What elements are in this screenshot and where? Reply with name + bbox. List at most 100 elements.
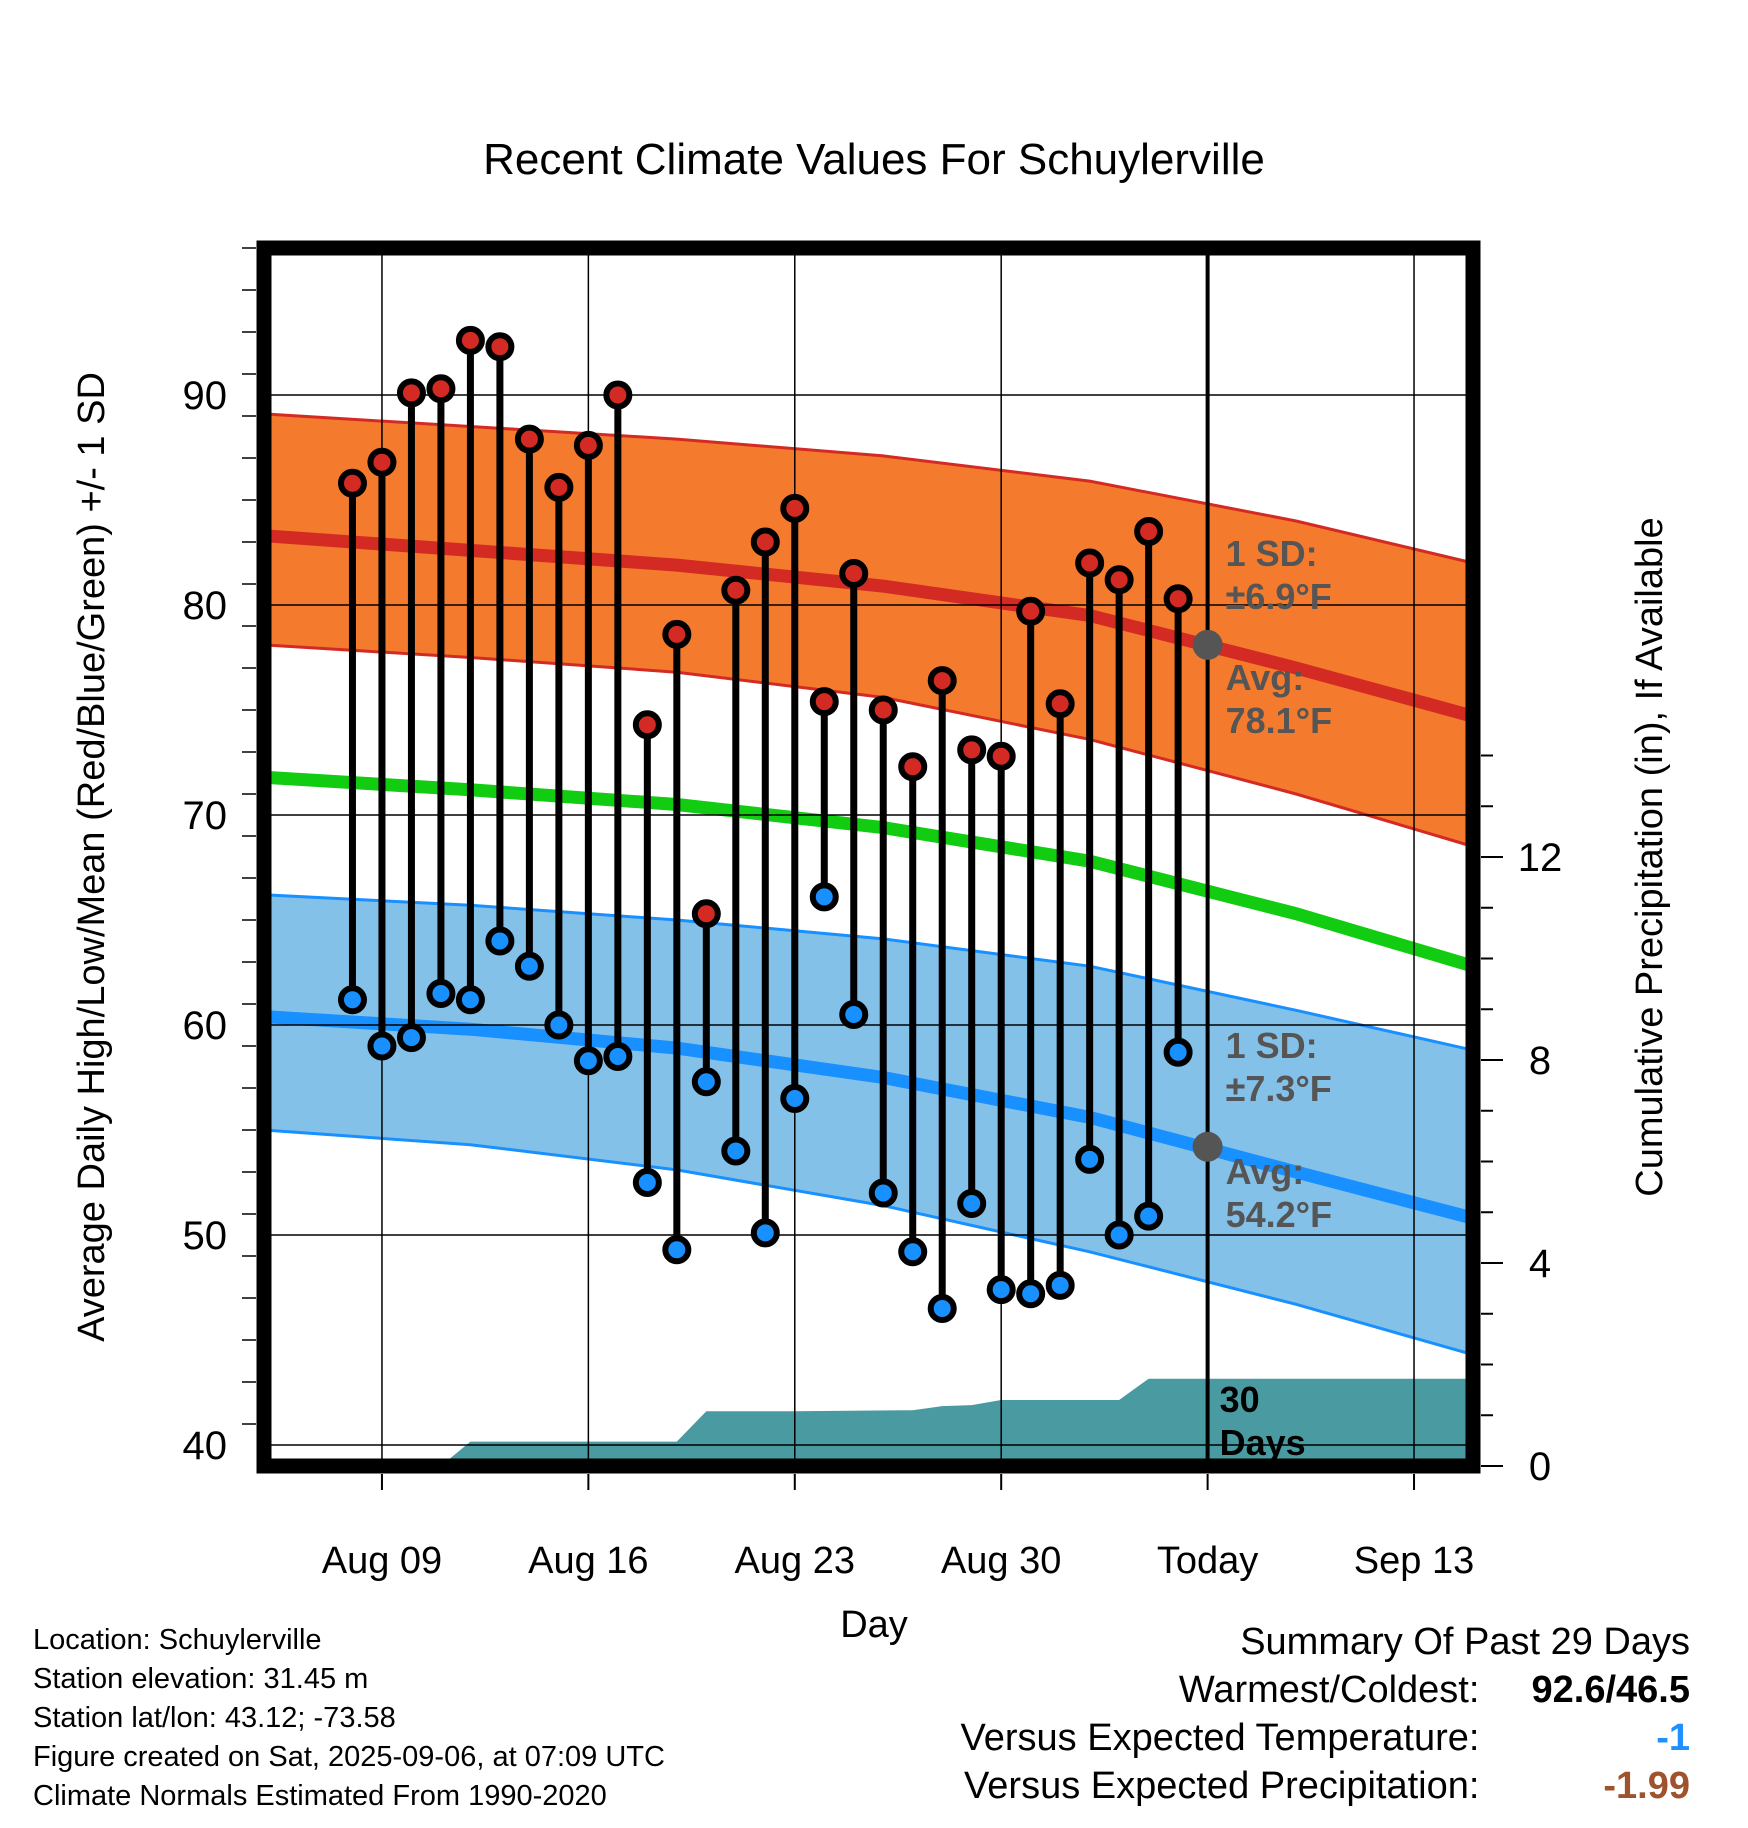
annotation-low-avg: Avg: [1226, 1151, 1305, 1192]
observed-low-point [721, 1136, 751, 1166]
y-tick-label: 40 [183, 1424, 228, 1468]
x-tick-label: Aug 16 [528, 1540, 648, 1582]
annotation-high-avg: Avg: [1226, 657, 1305, 698]
observed-high-point [927, 666, 957, 696]
x-axis-label: Day [840, 1604, 908, 1646]
station-info: Location: Schuylerville Station elevatio… [33, 1621, 665, 1816]
y-axis-label: Average Daily High/Low/Mean (Red/Blue/Gr… [71, 372, 113, 1342]
observed-high-point [396, 378, 426, 408]
annotation-high-avg: 78.1°F [1226, 700, 1332, 741]
observed-low-point [1016, 1279, 1046, 1309]
observed-high-point [485, 332, 515, 362]
observed-high-point [839, 559, 869, 588]
summary-warmest-value: 92.6/46.5 [1531, 1669, 1690, 1711]
observed-high-point [603, 380, 633, 410]
summary-title: Summary Of Past 29 Days [1240, 1621, 1690, 1663]
precip-area [264, 1378, 1473, 1466]
summary-precip-label: Versus Expected Precipitation: [964, 1765, 1480, 1807]
observed-low-point [367, 1031, 397, 1061]
observed-low-point [809, 882, 839, 912]
y-tick-label: 80 [183, 584, 228, 628]
observed-high-point [426, 374, 456, 404]
observed-high-point [1134, 517, 1164, 546]
observed-high-point [514, 424, 544, 454]
high-sd-band [264, 413, 1473, 847]
observed-high-point [1163, 584, 1193, 614]
observed-low-point [898, 1237, 928, 1267]
observed-low-point [396, 1023, 426, 1053]
observed-high-point [986, 741, 1016, 771]
observed-high-point [632, 710, 662, 740]
y-tick-label: 60 [183, 1004, 228, 1048]
observed-high-point [750, 527, 780, 557]
summary-temp-row: Versus Expected Temperature: -1 [961, 1714, 1690, 1762]
observed-low-point [1104, 1220, 1134, 1250]
observed-low-point [691, 1067, 721, 1097]
info-latlon: Station lat/lon: 43.12; -73.58 [33, 1702, 396, 1734]
observed-low-point [750, 1218, 780, 1248]
info-created: Figure created on Sat, 2025-09-06, at 07… [33, 1741, 665, 1773]
observed-high-point [337, 468, 367, 498]
observed-low-point [780, 1084, 810, 1113]
observed-high-point [780, 493, 810, 523]
summary-precip-row: Versus Expected Precipitation: -1.99 [961, 1762, 1690, 1810]
observed-low-point [839, 1000, 869, 1029]
observed-high-point [367, 447, 397, 477]
observed-low-point [573, 1046, 603, 1076]
annotation-low-sd: 1 SD: [1226, 1025, 1318, 1066]
observed-high-point [1045, 689, 1075, 719]
x-tick-label: Sep 13 [1354, 1540, 1474, 1582]
annotation-low-sd: ±7.3°F [1226, 1068, 1332, 1109]
observed-high-point [957, 735, 987, 765]
observed-low-point [868, 1178, 898, 1208]
observed-low-point [514, 951, 544, 981]
observed-high-point [1104, 565, 1134, 595]
annotation-high-sd: ±6.9°F [1226, 576, 1332, 617]
annotation-high-sd: 1 SD: [1226, 533, 1318, 574]
observed-low-point [927, 1294, 957, 1323]
observed-low-point [603, 1042, 633, 1071]
observed-low-point [337, 985, 367, 1015]
info-elevation: Station elevation: 31.45 m [33, 1663, 369, 1695]
observed-high-point [573, 430, 603, 460]
y-tick-label: 90 [183, 374, 228, 418]
observed-high-point [662, 619, 692, 649]
observed-high-point [1075, 548, 1105, 578]
observed-low-point [662, 1235, 692, 1265]
summary-warmest-label: Warmest/Coldest: [1178, 1669, 1480, 1711]
observed-low-point [1134, 1201, 1164, 1231]
observed-low-point [485, 926, 515, 956]
y-tick-label: 50 [183, 1214, 228, 1258]
today-window-label: Days [1220, 1422, 1306, 1463]
y2-tick-label: 4 [1529, 1242, 1551, 1286]
y-tick-label: 70 [183, 794, 228, 838]
observed-low-point [455, 985, 485, 1015]
y2-axis-label: Cumulative Precipitation (in), If Availa… [1629, 517, 1671, 1196]
x-tick-label: Today [1157, 1540, 1258, 1582]
observed-high-point [1016, 596, 1046, 626]
observed-high-point [898, 752, 928, 782]
summary-precip-value: -1.99 [1603, 1765, 1690, 1807]
today-high-avg-point [1192, 629, 1223, 660]
info-normals: Climate Normals Estimated From 1990-2020 [33, 1780, 607, 1812]
y2-tick-label: 8 [1529, 1039, 1551, 1083]
y2-tick-label: 12 [1518, 836, 1563, 880]
plot-frame [256, 240, 1481, 1474]
observed-low-point [544, 1010, 574, 1040]
annotation-low-avg: 54.2°F [1226, 1194, 1332, 1235]
summary-warmest-row: Warmest/Coldest: 92.6/46.5 [961, 1666, 1690, 1714]
chart-title: Recent Climate Values For Schuylerville [483, 135, 1265, 184]
x-tick-label: Aug 09 [322, 1540, 442, 1582]
summary-temp-label: Versus Expected Temperature: [960, 1717, 1480, 1759]
x-tick-label: Aug 23 [735, 1540, 855, 1582]
observed-high-point [455, 325, 485, 355]
observed-low-point [632, 1168, 662, 1197]
x-tick-label: Aug 30 [941, 1540, 1061, 1582]
observed-high-point [868, 695, 898, 725]
observed-low-point [957, 1189, 987, 1218]
info-location: Location: Schuylerville [33, 1624, 322, 1656]
summary-temp-value: -1 [1656, 1717, 1690, 1759]
low-sd-band [264, 894, 1473, 1355]
observed-high-point [691, 899, 721, 929]
